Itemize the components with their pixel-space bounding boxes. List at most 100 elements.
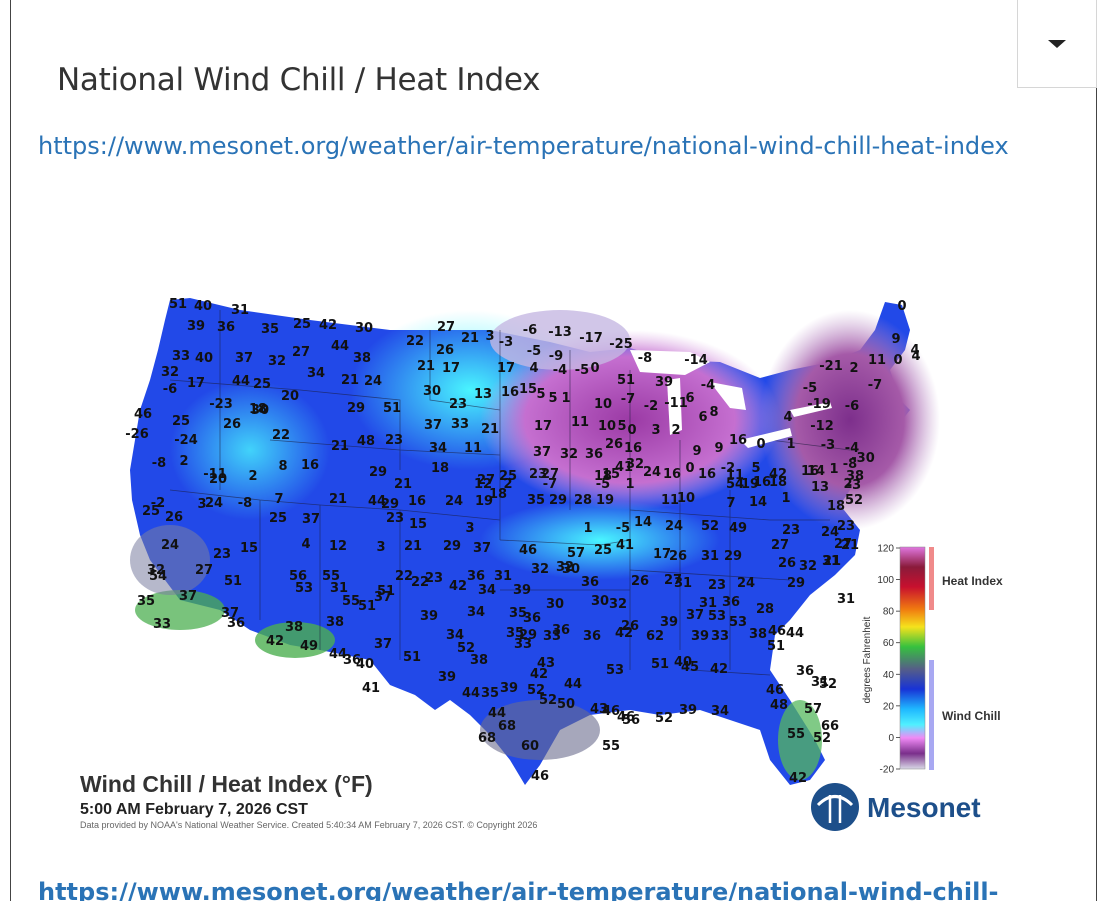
station-value: 40 [356, 657, 374, 672]
station-value: 49 [300, 639, 318, 654]
station-value: 7 [274, 492, 283, 507]
scale-tick-label: 120 [877, 544, 894, 555]
source-link-2[interactable]: https://www.mesonet.org/weather/air-temp… [38, 878, 999, 901]
station-value: 24 [161, 538, 179, 553]
scale-tick-label: 100 [877, 575, 894, 586]
station-value: -5 [616, 521, 630, 536]
station-value: 39 [438, 670, 456, 685]
station-value: 0 [590, 361, 599, 376]
station-value: 53 [708, 609, 726, 624]
station-value: 55 [602, 739, 620, 754]
station-value: -5 [527, 344, 541, 359]
station-value: 46 [617, 710, 635, 725]
wind-chill-label: Wind Chill [942, 709, 1001, 723]
wind-chill-map: 51 40 31 39 36 35 25 42 30 27 21 3 -3 -6 -13 -17 -25 0 9 4 3… [70, 290, 1030, 840]
station-value: 23 [385, 433, 403, 448]
station-value: 35 [506, 626, 524, 641]
station-value: 2 [671, 423, 680, 438]
station-value: 55 [787, 727, 805, 742]
station-value: 51 [377, 584, 395, 599]
station-value: -8 [152, 456, 166, 471]
station-value: 4 [910, 343, 919, 358]
station-value: 18 [431, 461, 449, 476]
station-value: 5 [617, 419, 626, 434]
station-value: -4 [553, 363, 567, 378]
station-value: 21 [481, 422, 499, 437]
heat-index-label: Heat Index [942, 574, 1003, 588]
station-value: 6 [685, 391, 694, 406]
station-value: 6 [698, 410, 707, 425]
lake-michigan [667, 378, 682, 435]
station-value: 1 [829, 462, 838, 477]
station-value: 0 [756, 437, 765, 452]
station-value: 45 [681, 660, 699, 675]
station-value: 26 [621, 619, 639, 634]
station-value: 26 [631, 574, 649, 589]
station-value: 39 [500, 681, 518, 696]
station-value: 37 [374, 590, 392, 605]
station-value: 9 [714, 441, 723, 456]
dropdown-toggle-button[interactable] [1017, 0, 1097, 88]
source-link[interactable]: https://www.mesonet.org/weather/air-temp… [38, 132, 1009, 160]
station-value: 5 [751, 461, 760, 476]
station-value: 46 [134, 407, 152, 422]
station-value: 33 [153, 617, 171, 632]
station-value: 21 [331, 439, 349, 454]
scale-tick-label: 40 [883, 670, 895, 681]
station-value: -12 [810, 419, 834, 434]
station-value: 50 [557, 697, 575, 712]
station-value: 42 [789, 771, 807, 786]
wind-chill-range-bar [929, 660, 934, 770]
station-value: 56 [289, 569, 307, 584]
station-value: 15 [409, 517, 427, 532]
station-value: 24 [445, 494, 463, 509]
station-value: 44 [488, 706, 506, 721]
station-value: 37 [424, 418, 442, 433]
station-value: 51 [767, 639, 785, 654]
station-value: 13 [811, 480, 829, 495]
heat-index-range-bar [929, 547, 934, 610]
station-value: 16 [408, 494, 426, 509]
station-value: 52 [457, 641, 475, 656]
station-value: 36 [585, 447, 603, 462]
station-value: 44 [462, 686, 480, 701]
station-value: 32 [556, 560, 574, 575]
station-value: 25 [172, 414, 190, 429]
station-value: 11 [571, 415, 589, 430]
station-value: 23 [425, 571, 443, 586]
station-value: 21 [417, 359, 435, 374]
station-value: 37 [473, 541, 491, 556]
station-value: 33 [711, 629, 729, 644]
station-value: 37 [221, 606, 239, 621]
station-value: 32 [626, 457, 644, 472]
station-value: 29 [724, 549, 742, 564]
station-value: 29 [519, 628, 537, 643]
station-value: 32 [147, 563, 165, 578]
station-value: 39 [187, 319, 205, 334]
station-value: 27 [834, 537, 852, 552]
station-value: 68 [478, 731, 496, 746]
station-value: 39 [691, 629, 709, 644]
station-value: 21 [329, 492, 347, 507]
color-scale: 120 100 80 60 40 20 0 -20 degrees Fahrenheit He… [862, 544, 1003, 776]
station-value: 51 [358, 599, 376, 614]
station-value: 37 [533, 445, 551, 460]
station-value: -11 [203, 467, 227, 482]
station-value: 23 [837, 519, 855, 534]
station-value: 17 [187, 376, 205, 391]
station-value: 31 [699, 596, 717, 611]
station-value: 3 [376, 540, 385, 555]
station-value: 14 [634, 515, 652, 530]
scale-tick-label: 80 [883, 607, 895, 618]
mesonet-logo-text: Mesonet [867, 792, 981, 823]
station-value: 34 [446, 628, 464, 643]
purple-region-northeast [760, 310, 940, 530]
station-value: 29 [787, 576, 805, 591]
station-value: 17 [442, 361, 460, 376]
station-value: -8 [238, 496, 252, 511]
station-value: 37 [374, 637, 392, 652]
station-value: -4 [845, 441, 859, 456]
station-value: 29 [347, 401, 365, 416]
station-value: 2 [849, 361, 858, 376]
station-value: 26 [605, 437, 623, 452]
